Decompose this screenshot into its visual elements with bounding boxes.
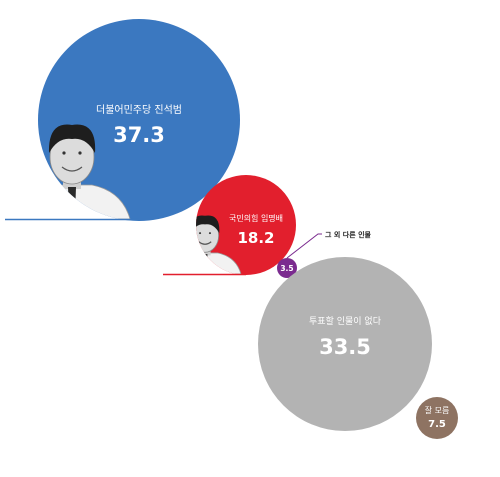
bubble-value-label: 3.5 xyxy=(280,264,293,273)
bubble-circle xyxy=(196,175,296,275)
smile-shape xyxy=(61,166,83,172)
bubble-group: 투표할 인물이 없다 33.5 xyxy=(258,257,432,431)
eye-shape xyxy=(208,232,211,235)
bubble-value-label: 37.3 xyxy=(113,123,165,147)
bubble-circle xyxy=(277,258,297,278)
bubble-circle xyxy=(416,397,458,439)
bubble-circle xyxy=(258,257,432,431)
bubble-value-label: 18.2 xyxy=(237,229,274,247)
bubble-name-label: 국민의힘 임명배 xyxy=(229,213,283,223)
tie-shape xyxy=(68,187,76,215)
callout-line xyxy=(286,233,322,259)
smile-shape xyxy=(198,241,212,245)
bubble-group: 더불어민주당 진석범 37.3 xyxy=(5,19,240,221)
tie-shape xyxy=(202,254,208,272)
bubble-value-label: 7.5 xyxy=(428,419,446,430)
bubble-group: 그 외 다른 인물 3.5 xyxy=(277,230,372,278)
hair-shape xyxy=(48,124,96,153)
eye-shape xyxy=(78,151,82,155)
bubble-name-label: 그 외 다른 인물 xyxy=(325,230,372,239)
bubble-name-label: 잘 모름 xyxy=(425,406,450,415)
bubble-group: 잘 모름 7.5 xyxy=(416,397,458,439)
bubble-value-label: 33.5 xyxy=(319,335,371,359)
bubble-name-label: 투표할 인물이 없다 xyxy=(309,316,382,327)
eye-shape xyxy=(62,151,66,155)
bubble-name-label: 더불어민주당 진석범 xyxy=(96,104,182,116)
eye-shape xyxy=(199,232,202,235)
hair-shape xyxy=(196,215,220,234)
